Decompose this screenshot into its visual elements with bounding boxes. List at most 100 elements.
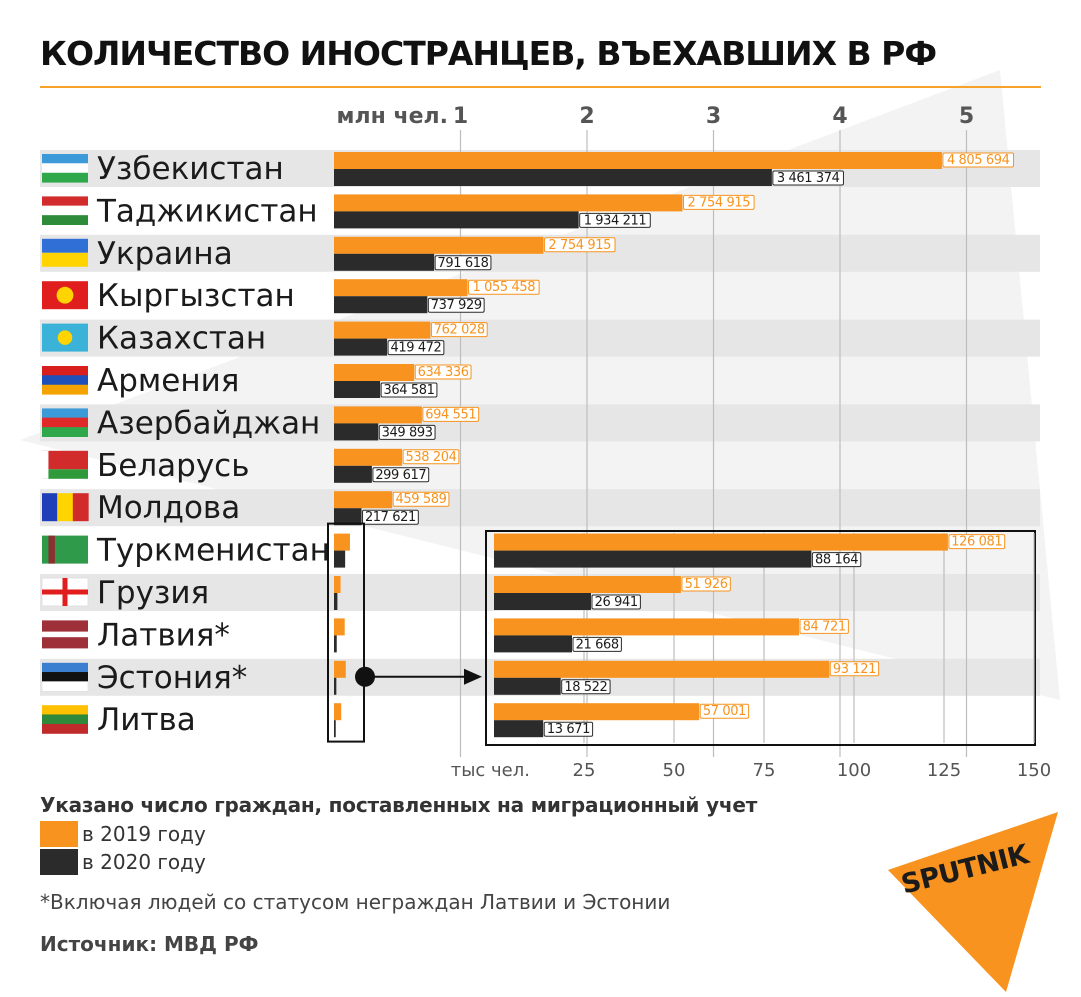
inset-value-label-2020: 88 164: [815, 553, 858, 568]
inset-bar-2019: [494, 533, 948, 551]
legend-heading: Указано число граждан, поставленных на м…: [40, 793, 758, 817]
value-label-2019: 4 805 694: [947, 153, 1010, 168]
row-band: [40, 319, 1040, 357]
inset-value-label-2020: 26 941: [595, 595, 638, 610]
bar-2020: [334, 423, 379, 441]
bar-2019: [334, 576, 341, 593]
value-label-2019-box: [430, 322, 488, 338]
bar-2019: [334, 618, 345, 636]
sputnik-logo-shape: [888, 812, 1058, 992]
inset-value-label-2020: 13 671: [547, 722, 590, 737]
country-label: Туркменистан: [96, 533, 330, 569]
row-band: [40, 404, 1040, 442]
flag-ornament: [48, 535, 55, 564]
value-label-2020-box: [427, 297, 485, 313]
value-label-2020: 364 581: [384, 383, 435, 398]
tick-label-bottom: 150: [1017, 760, 1051, 781]
inset-value-label-2020-box: [543, 721, 594, 737]
value-label-2020: 1 934 211: [584, 213, 647, 228]
inset-value-label-2020: 21 668: [576, 637, 619, 652]
flag-cross: [42, 589, 88, 595]
flag-stripe: [42, 366, 88, 376]
flag-stripe: [42, 215, 88, 225]
tick-label-bottom: 25: [573, 760, 596, 781]
page-title: КОЛИЧЕСТВО ИНОСТРАНЦЕВ, ВЪЕХАВШИХ В РФ: [40, 34, 937, 73]
flag-stripe: [42, 163, 88, 174]
bar-2020: [334, 720, 336, 738]
flag-stripe: [42, 172, 88, 183]
inset-bar-2020: [494, 550, 812, 568]
tick-label-top: 2: [579, 104, 594, 129]
country-label: Беларусь: [97, 448, 250, 484]
bar-2019: [334, 533, 350, 551]
bar-2019: [334, 448, 403, 466]
tick-label-bottom: 75: [753, 760, 776, 781]
value-label-2020-box: [772, 170, 844, 186]
flag-stripe: [42, 469, 88, 479]
tick-label-top: 4: [832, 104, 847, 129]
inset-value-label-2019: 126 081: [951, 535, 1002, 550]
inset-bar-2019: [494, 618, 799, 636]
country-label: Украина: [97, 236, 233, 272]
flag-stripe: [42, 375, 88, 386]
value-label-2019-box: [414, 364, 472, 380]
inset-value-label-2020-box: [811, 552, 862, 568]
flag-stripe: [42, 450, 88, 470]
value-label-2020-box: [362, 509, 419, 525]
value-label-2019: 459 589: [396, 492, 447, 507]
flag-stripe: [42, 417, 88, 428]
inset-value-label-2019-box: [681, 576, 731, 592]
bar-2019: [334, 406, 422, 424]
value-label-2020: 217 621: [365, 510, 416, 525]
value-label-2019: 1 055 458: [473, 280, 536, 295]
country-label: Кыргызстан: [97, 278, 295, 314]
value-label-2019-box: [422, 406, 480, 422]
value-label-2020-box: [579, 212, 651, 228]
tick-label-bottom: 100: [837, 760, 871, 781]
inset-bar-2019: [494, 703, 700, 721]
legend-label-2020: в 2020 году: [82, 850, 206, 874]
inset-value-label-2020-box: [572, 636, 622, 652]
zoom-bracket: [327, 522, 365, 743]
arrow-head: [464, 668, 482, 685]
flag-stripe: [42, 408, 88, 419]
axis-unit-top: млн чел.: [337, 104, 448, 129]
value-label-2020-box: [380, 382, 438, 398]
country-label: Казахстан: [97, 321, 266, 357]
flag-stripe: [42, 672, 88, 682]
flag-stripe: [42, 384, 88, 395]
legend-swatch-2020: [40, 849, 78, 875]
bar-2019: [334, 703, 342, 721]
tick-label-top: 3: [706, 104, 721, 129]
value-label-2020: 791 618: [438, 256, 489, 271]
value-label-2020-box: [372, 467, 430, 483]
bar-2019: [334, 152, 942, 169]
flag-stripe: [42, 662, 88, 673]
title-rule: [40, 86, 1041, 88]
country-label: Азербайджан: [97, 405, 320, 441]
inset-value-label-2019: 51 926: [685, 577, 728, 592]
bar-2020: [334, 465, 372, 483]
bar-2019: [334, 364, 415, 381]
value-label-2019-box: [543, 237, 616, 253]
value-label-2019: 694 551: [425, 407, 476, 422]
flag-stripe: [42, 238, 88, 253]
inset-value-label-2019-box: [699, 703, 750, 719]
bar-2020: [334, 253, 435, 271]
value-label-2020: 299 617: [375, 468, 426, 483]
inset-bar-2020: [494, 593, 591, 610]
footnote: *Включая людей со статусом неграждан Лат…: [40, 890, 671, 914]
inset-bar-2020: [494, 677, 561, 695]
tick-label-top: 1: [453, 104, 468, 129]
source-line: Источник: МВД РФ: [40, 932, 259, 956]
country-label: Грузия: [97, 575, 209, 611]
inset-value-label-2020-box: [591, 594, 641, 610]
inset-value-label-2020: 18 522: [564, 680, 607, 695]
inset-value-label-2020-box: [561, 679, 611, 695]
country-label: Таджикистан: [96, 193, 318, 229]
inset-value-label-2019: 93 121: [833, 662, 876, 677]
flag-stripe: [42, 205, 88, 216]
inset-value-label-2019-box: [829, 661, 880, 677]
legend-swatch-2019: [40, 821, 78, 847]
